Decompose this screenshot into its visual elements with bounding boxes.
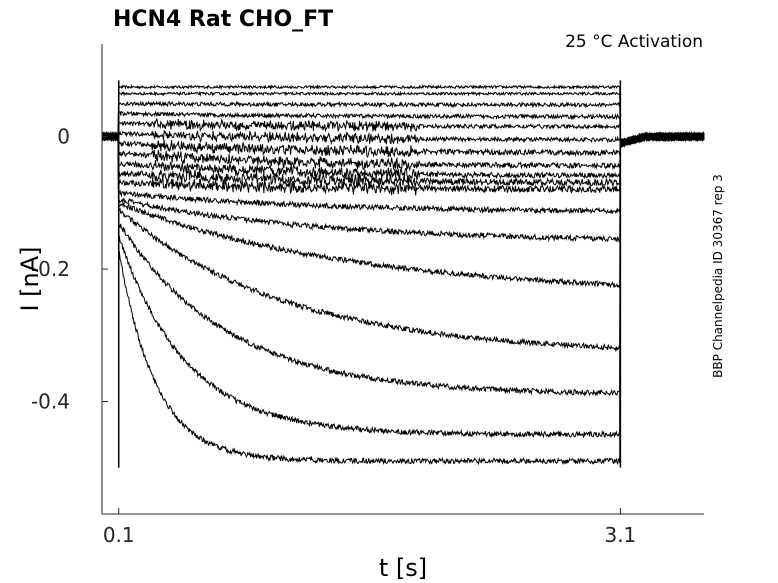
traces-group bbox=[101, 80, 705, 468]
condition-annotation: 25 °C Activation bbox=[565, 32, 703, 52]
current-trace-11 bbox=[101, 131, 705, 196]
current-trace-14 bbox=[101, 131, 705, 289]
current-trace-2 bbox=[101, 90, 705, 147]
y-tick-label: -0.2 bbox=[31, 257, 70, 281]
y-tick-label: -0.4 bbox=[31, 389, 70, 413]
current-trace-15 bbox=[101, 131, 705, 352]
x-tick-label: 3.1 bbox=[604, 523, 636, 547]
source-label: BBP Channelpedia ID 30367 rep 3 bbox=[711, 174, 725, 378]
current-trace-5 bbox=[101, 117, 705, 147]
current-trace-4 bbox=[101, 110, 705, 145]
x-axis-label: t [s] bbox=[379, 554, 427, 582]
current-trace-9 bbox=[101, 131, 705, 181]
current-trace-18 bbox=[101, 131, 705, 466]
x-tick-label: 0.1 bbox=[103, 523, 135, 547]
current-trace-3 bbox=[101, 100, 705, 146]
current-trace-7 bbox=[101, 131, 705, 158]
ticks-group: 0.1 3.1 0 -0.2 -0.4 bbox=[31, 125, 636, 547]
chart-title: HCN4 Rat CHO_FT bbox=[113, 7, 333, 32]
y-tick-label: 0 bbox=[57, 125, 70, 149]
current-trace-13 bbox=[101, 131, 705, 243]
current-trace-12 bbox=[101, 130, 704, 215]
current-trace-1 bbox=[101, 84, 705, 147]
current-trace-17 bbox=[101, 130, 705, 439]
current-trace-6 bbox=[101, 130, 705, 147]
current-trace-16 bbox=[101, 131, 705, 397]
y-axis-label: I [nA] bbox=[16, 246, 44, 311]
current-trace-10 bbox=[101, 131, 705, 188]
current-trace-8 bbox=[101, 131, 705, 172]
